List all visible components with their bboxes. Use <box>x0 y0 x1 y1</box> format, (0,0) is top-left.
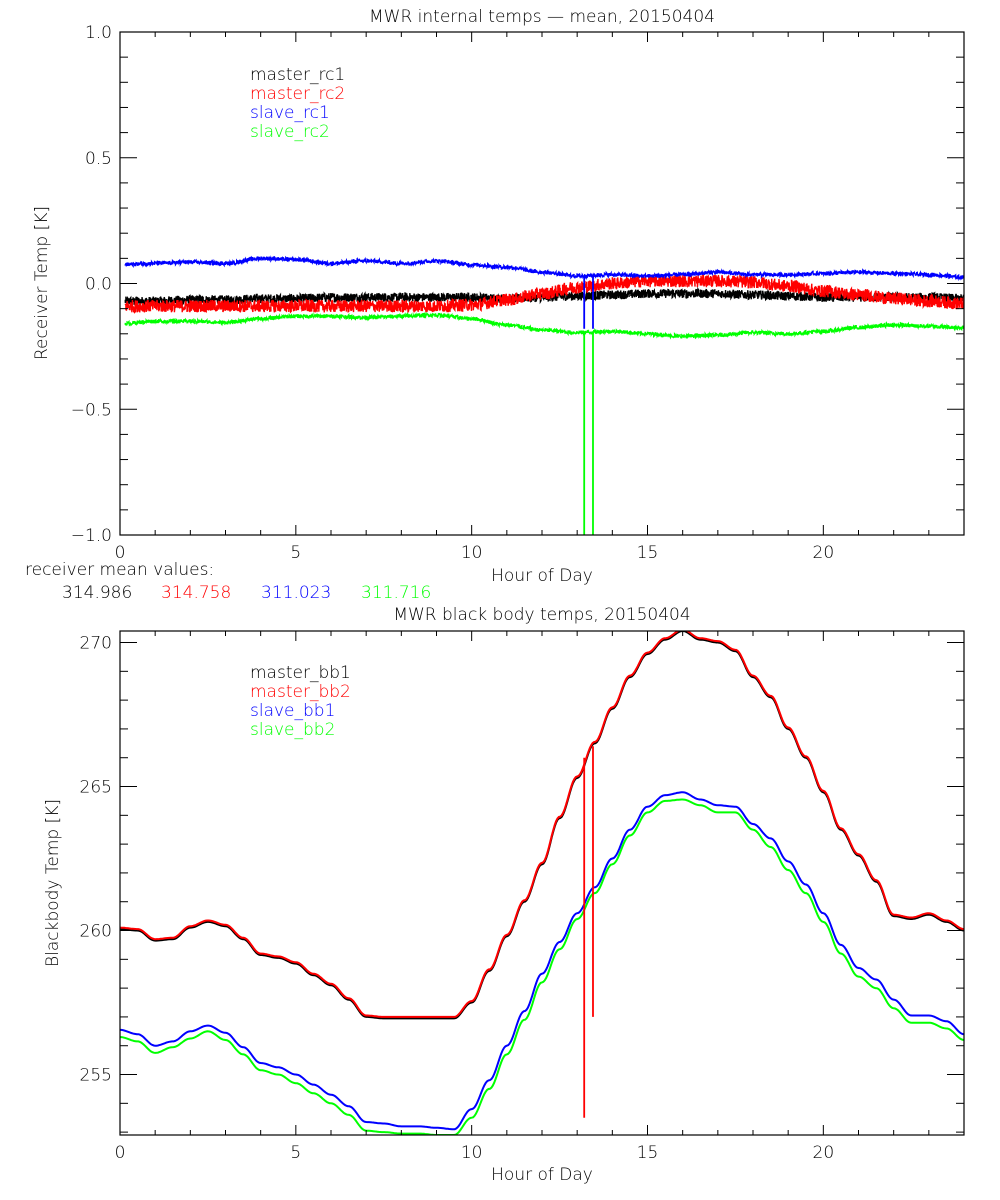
x-tick-label: 10 <box>461 1143 483 1163</box>
legend-entry: master_bb2 <box>250 682 351 702</box>
legend-entry: slave_bb1 <box>250 701 335 721</box>
y-tick-label: 1.0 <box>85 23 112 43</box>
plot-frame <box>119 31 965 536</box>
chart-title: MWR internal temps — mean, 20150404 <box>369 7 715 27</box>
legend-entry: slave_rc1 <box>250 103 330 123</box>
y-axis-label: Blackbody Temp [K] <box>43 799 63 967</box>
mean-values-label: receiver mean values: <box>25 560 214 580</box>
series-group <box>124 255 964 535</box>
x-tick-label: 15 <box>637 1143 659 1163</box>
y-tick-label: 0.0 <box>85 275 112 295</box>
x-axis-label: Hour of Day <box>491 566 593 586</box>
series-line-slave_bb1 <box>120 791 964 1131</box>
y-tick-label: 270 <box>80 634 112 654</box>
legend-entry: master_rc2 <box>250 84 345 104</box>
legend-entry: master_rc1 <box>250 65 345 85</box>
receiver-temp-plot: MWR internal temps — mean, 20150404 0 5 10… <box>25 7 965 603</box>
series-line-master_bb2 <box>120 631 964 1018</box>
mean-value: 311.716 <box>361 583 431 603</box>
legend-entry: slave_rc2 <box>250 122 330 142</box>
chart-title: MWR black body temps, 20150404 <box>393 605 690 625</box>
y-tick-label: 0.5 <box>85 149 112 169</box>
x-tick-label: 20 <box>813 1143 835 1163</box>
mean-value: 314.758 <box>161 583 231 603</box>
x-tick-label: 10 <box>461 543 483 563</box>
mean-value: 311.023 <box>261 583 331 603</box>
series-line-master_rc2 <box>124 273 964 315</box>
axes: 0 5 10 15 20 255 260 265 270 <box>80 630 965 1163</box>
y-tick-label: −1.0 <box>71 526 112 546</box>
x-tick-label: 5 <box>290 1143 301 1163</box>
series-line-slave_bb2 <box>120 798 964 1135</box>
x-tick-label: 0 <box>115 543 126 563</box>
mean-value: 314.986 <box>62 583 132 603</box>
x-tick-label: 20 <box>813 543 835 563</box>
plot-frame <box>119 630 965 1136</box>
series-line-slave_rc2 <box>124 311 964 340</box>
y-tick-label: 265 <box>80 778 112 798</box>
x-tick-label: 15 <box>637 543 659 563</box>
x-axis-label: Hour of Day <box>491 1165 593 1185</box>
x-tick-label: 0 <box>115 1143 126 1163</box>
series-line-slave_rc1 <box>124 255 964 282</box>
legend-entry: master_bb1 <box>250 663 351 683</box>
legend-entry: slave_bb2 <box>250 720 335 740</box>
axes: 0 5 10 15 20 −1.0 −0.5 0.0 0.5 1.0 <box>71 23 965 563</box>
y-tick-label: 255 <box>80 1066 112 1086</box>
y-tick-label: 260 <box>80 922 112 942</box>
y-tick-label: −0.5 <box>71 400 112 420</box>
y-axis-label: Receiver Temp [K] <box>32 206 52 360</box>
series-line-master_bb1 <box>120 631 964 1020</box>
series-group <box>120 631 964 1135</box>
blackbody-temp-plot: MWR black body temps, 20150404 0 5 10 15 20 2… <box>43 605 965 1185</box>
mean-values: 314.986 314.758 311.023 311.716 <box>62 583 431 603</box>
x-tick-label: 5 <box>290 543 301 563</box>
